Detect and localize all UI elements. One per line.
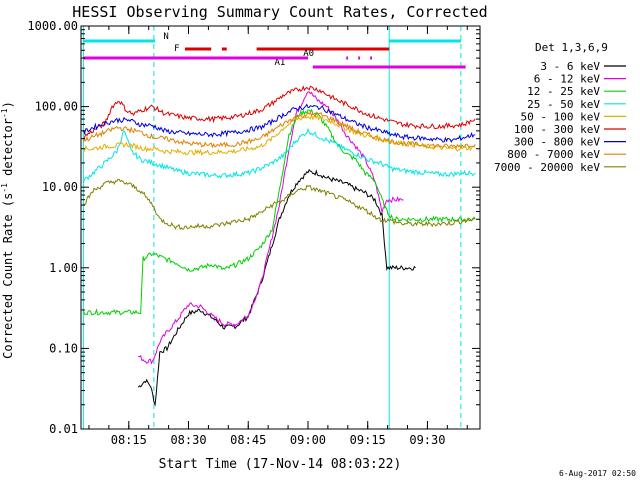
legend-entry-label: 25 - 50 keV (527, 98, 600, 111)
legend-entry-label: 800 - 7000 keV (507, 148, 600, 161)
y-axis-label-sup: -1 (0, 183, 9, 193)
series-layer (82, 85, 476, 407)
legend-entry-label: 12 - 25 keV (527, 85, 600, 98)
series-line (82, 127, 476, 183)
series-line (82, 111, 476, 150)
y-axis-label-sup2: -1 (0, 108, 9, 118)
flag-label: F (174, 44, 179, 54)
y-tick-label: 1.00 (49, 261, 78, 275)
y-axis-label-main: Corrected Count Rate (s (1, 193, 15, 359)
legend-entry-label: 6 - 12 keV (534, 73, 601, 86)
legend-entry-label: 50 - 100 keV (521, 110, 601, 123)
legend-entry-label: 7000 - 20000 keV (494, 161, 600, 174)
x-axis-label: Start Time (17-Nov-14 08:03:22) (159, 457, 402, 472)
axes: 0.01 0.10 1.00 10.00 100.00 1000.00 08:15 08:30… (27, 19, 481, 447)
legend-entry-label: 3 - 6 keV (540, 60, 600, 73)
y-axis-label-tail: detector (1, 118, 15, 183)
x-tick-label: 08:30 (170, 433, 206, 447)
series-line (82, 103, 476, 143)
y-axis-label: Corrected Count Rate (s-1 detector-1) (0, 101, 15, 359)
x-tick-label: 09:00 (290, 433, 326, 447)
plot-frame (80, 25, 481, 430)
chart-title: HESSI Observing Summary Count Rates, Cor… (72, 3, 487, 21)
series-line (82, 108, 476, 316)
x-tick-label: 09:15 (350, 433, 386, 447)
legend-entry-label: 300 - 800 keV (514, 136, 600, 149)
y-tick-label: 1000.00 (27, 19, 78, 33)
y-axis-label-end: ) (1, 101, 15, 108)
footer-timestamp: 6-Aug-2017 02:50 (559, 469, 636, 478)
plot-area (82, 26, 462, 429)
series-line (137, 169, 416, 407)
flag-label: A0 (303, 49, 314, 59)
flag-layer: NF A0 A1 (83, 32, 466, 69)
y-tick-label: 100.00 (35, 100, 78, 114)
x-tick-label: 09:30 (409, 433, 445, 447)
series-line (83, 178, 476, 231)
y-tick-label: 0.10 (49, 341, 78, 355)
legend-title: Det 1,3,6,9 (535, 41, 608, 54)
series-line (138, 91, 404, 365)
flag-label: N (163, 32, 168, 42)
y-tick-label: 0.01 (49, 422, 78, 436)
legend-entry-label: 100 - 300 keV (514, 123, 600, 136)
y-tick-label: 10.00 (42, 180, 78, 194)
flag-label: A1 (275, 58, 286, 68)
x-tick-label: 08:15 (111, 433, 147, 447)
x-tick-label: 08:45 (230, 433, 266, 447)
series-line (82, 85, 476, 140)
